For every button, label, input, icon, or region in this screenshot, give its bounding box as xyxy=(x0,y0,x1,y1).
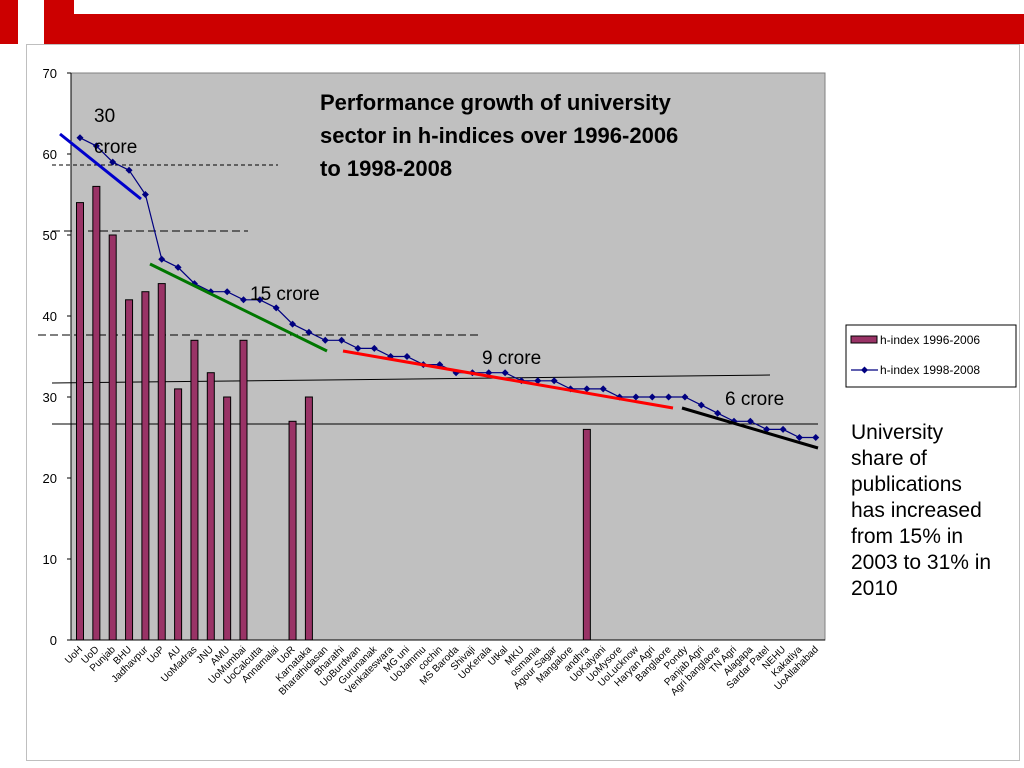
legend-swatch-marker xyxy=(861,366,868,374)
side-note: University share of publications has inc… xyxy=(851,421,992,600)
y-tick-label: 40 xyxy=(43,309,57,324)
series-point xyxy=(289,320,297,328)
y-tick-label: 70 xyxy=(43,66,57,81)
trend-line-30-crore xyxy=(59,132,142,201)
series-point xyxy=(76,134,84,142)
y-tick-label: 20 xyxy=(43,471,57,486)
header-accent-block xyxy=(44,0,74,44)
bar xyxy=(304,396,313,641)
bar xyxy=(108,234,117,641)
legend-label-bar: h-index 1996-2006 xyxy=(880,333,980,347)
series-point xyxy=(697,401,705,409)
category-label: UoP xyxy=(145,644,167,666)
series-point xyxy=(550,377,558,385)
series-point xyxy=(109,158,117,166)
trend-line-9-crore xyxy=(342,349,674,410)
y-tick-label: 30 xyxy=(43,390,57,405)
series-point xyxy=(321,336,329,344)
annotation-6-crore: 6 crore xyxy=(725,389,784,410)
bar xyxy=(174,388,183,641)
bar xyxy=(190,339,199,641)
bar xyxy=(92,185,101,641)
series-point xyxy=(746,417,754,425)
series-point xyxy=(223,288,231,296)
annotation-15-crore: 15 crore xyxy=(250,284,320,305)
series-point xyxy=(501,369,509,377)
series-point xyxy=(354,344,362,352)
annotation-30-crore-value: 30 xyxy=(94,106,115,127)
series-point xyxy=(665,393,673,401)
series-point xyxy=(256,296,264,304)
series-point xyxy=(534,377,542,385)
annotation-9-crore: 9 crore xyxy=(482,348,541,369)
reference-line xyxy=(51,374,771,384)
legend-label-line: h-index 1998-2008 xyxy=(880,363,980,377)
header-gap xyxy=(18,14,44,44)
series-point xyxy=(125,166,133,174)
bar xyxy=(206,372,215,641)
bar xyxy=(288,420,297,641)
y-tick-label: 50 xyxy=(43,228,57,243)
series-point xyxy=(92,142,100,150)
series-point xyxy=(599,385,607,393)
series-point xyxy=(174,263,182,271)
series-point xyxy=(779,425,787,433)
bar xyxy=(157,283,166,641)
chart-title-line: Performance growth of university xyxy=(320,90,672,115)
series-point xyxy=(714,409,722,417)
series-point xyxy=(583,385,591,393)
series-point xyxy=(158,255,166,263)
series-point xyxy=(795,434,803,441)
series-point xyxy=(240,296,247,304)
annotation-30-crore-unit: crore xyxy=(94,137,137,158)
y-tick-label: 10 xyxy=(43,552,57,567)
series-point xyxy=(338,336,346,344)
bar xyxy=(141,291,150,641)
series-point xyxy=(632,393,640,401)
y-tick-label: 60 xyxy=(43,147,57,162)
trend-line-15-crore xyxy=(149,262,328,353)
bar xyxy=(223,396,232,641)
series-point xyxy=(141,191,149,198)
chart-title-line: to 1998-2008 xyxy=(320,156,452,181)
series-point xyxy=(272,304,280,312)
series-point xyxy=(305,328,313,336)
series-point xyxy=(370,344,378,352)
series-point xyxy=(812,434,820,441)
series-point xyxy=(681,393,689,401)
bar xyxy=(582,428,591,641)
bar xyxy=(239,339,248,641)
series-point xyxy=(403,353,411,360)
legend-swatch-bar xyxy=(850,335,878,344)
bar xyxy=(125,299,134,641)
series-point xyxy=(648,393,656,401)
header-bar xyxy=(0,14,1024,44)
slide-frame xyxy=(26,44,1020,761)
legend-box xyxy=(845,324,1017,388)
chart-title-line: sector in h-indices over 1996-2006 xyxy=(320,123,678,148)
trend-line-6-crore xyxy=(681,406,819,450)
bar xyxy=(76,202,84,641)
y-tick-label: 0 xyxy=(50,633,57,648)
